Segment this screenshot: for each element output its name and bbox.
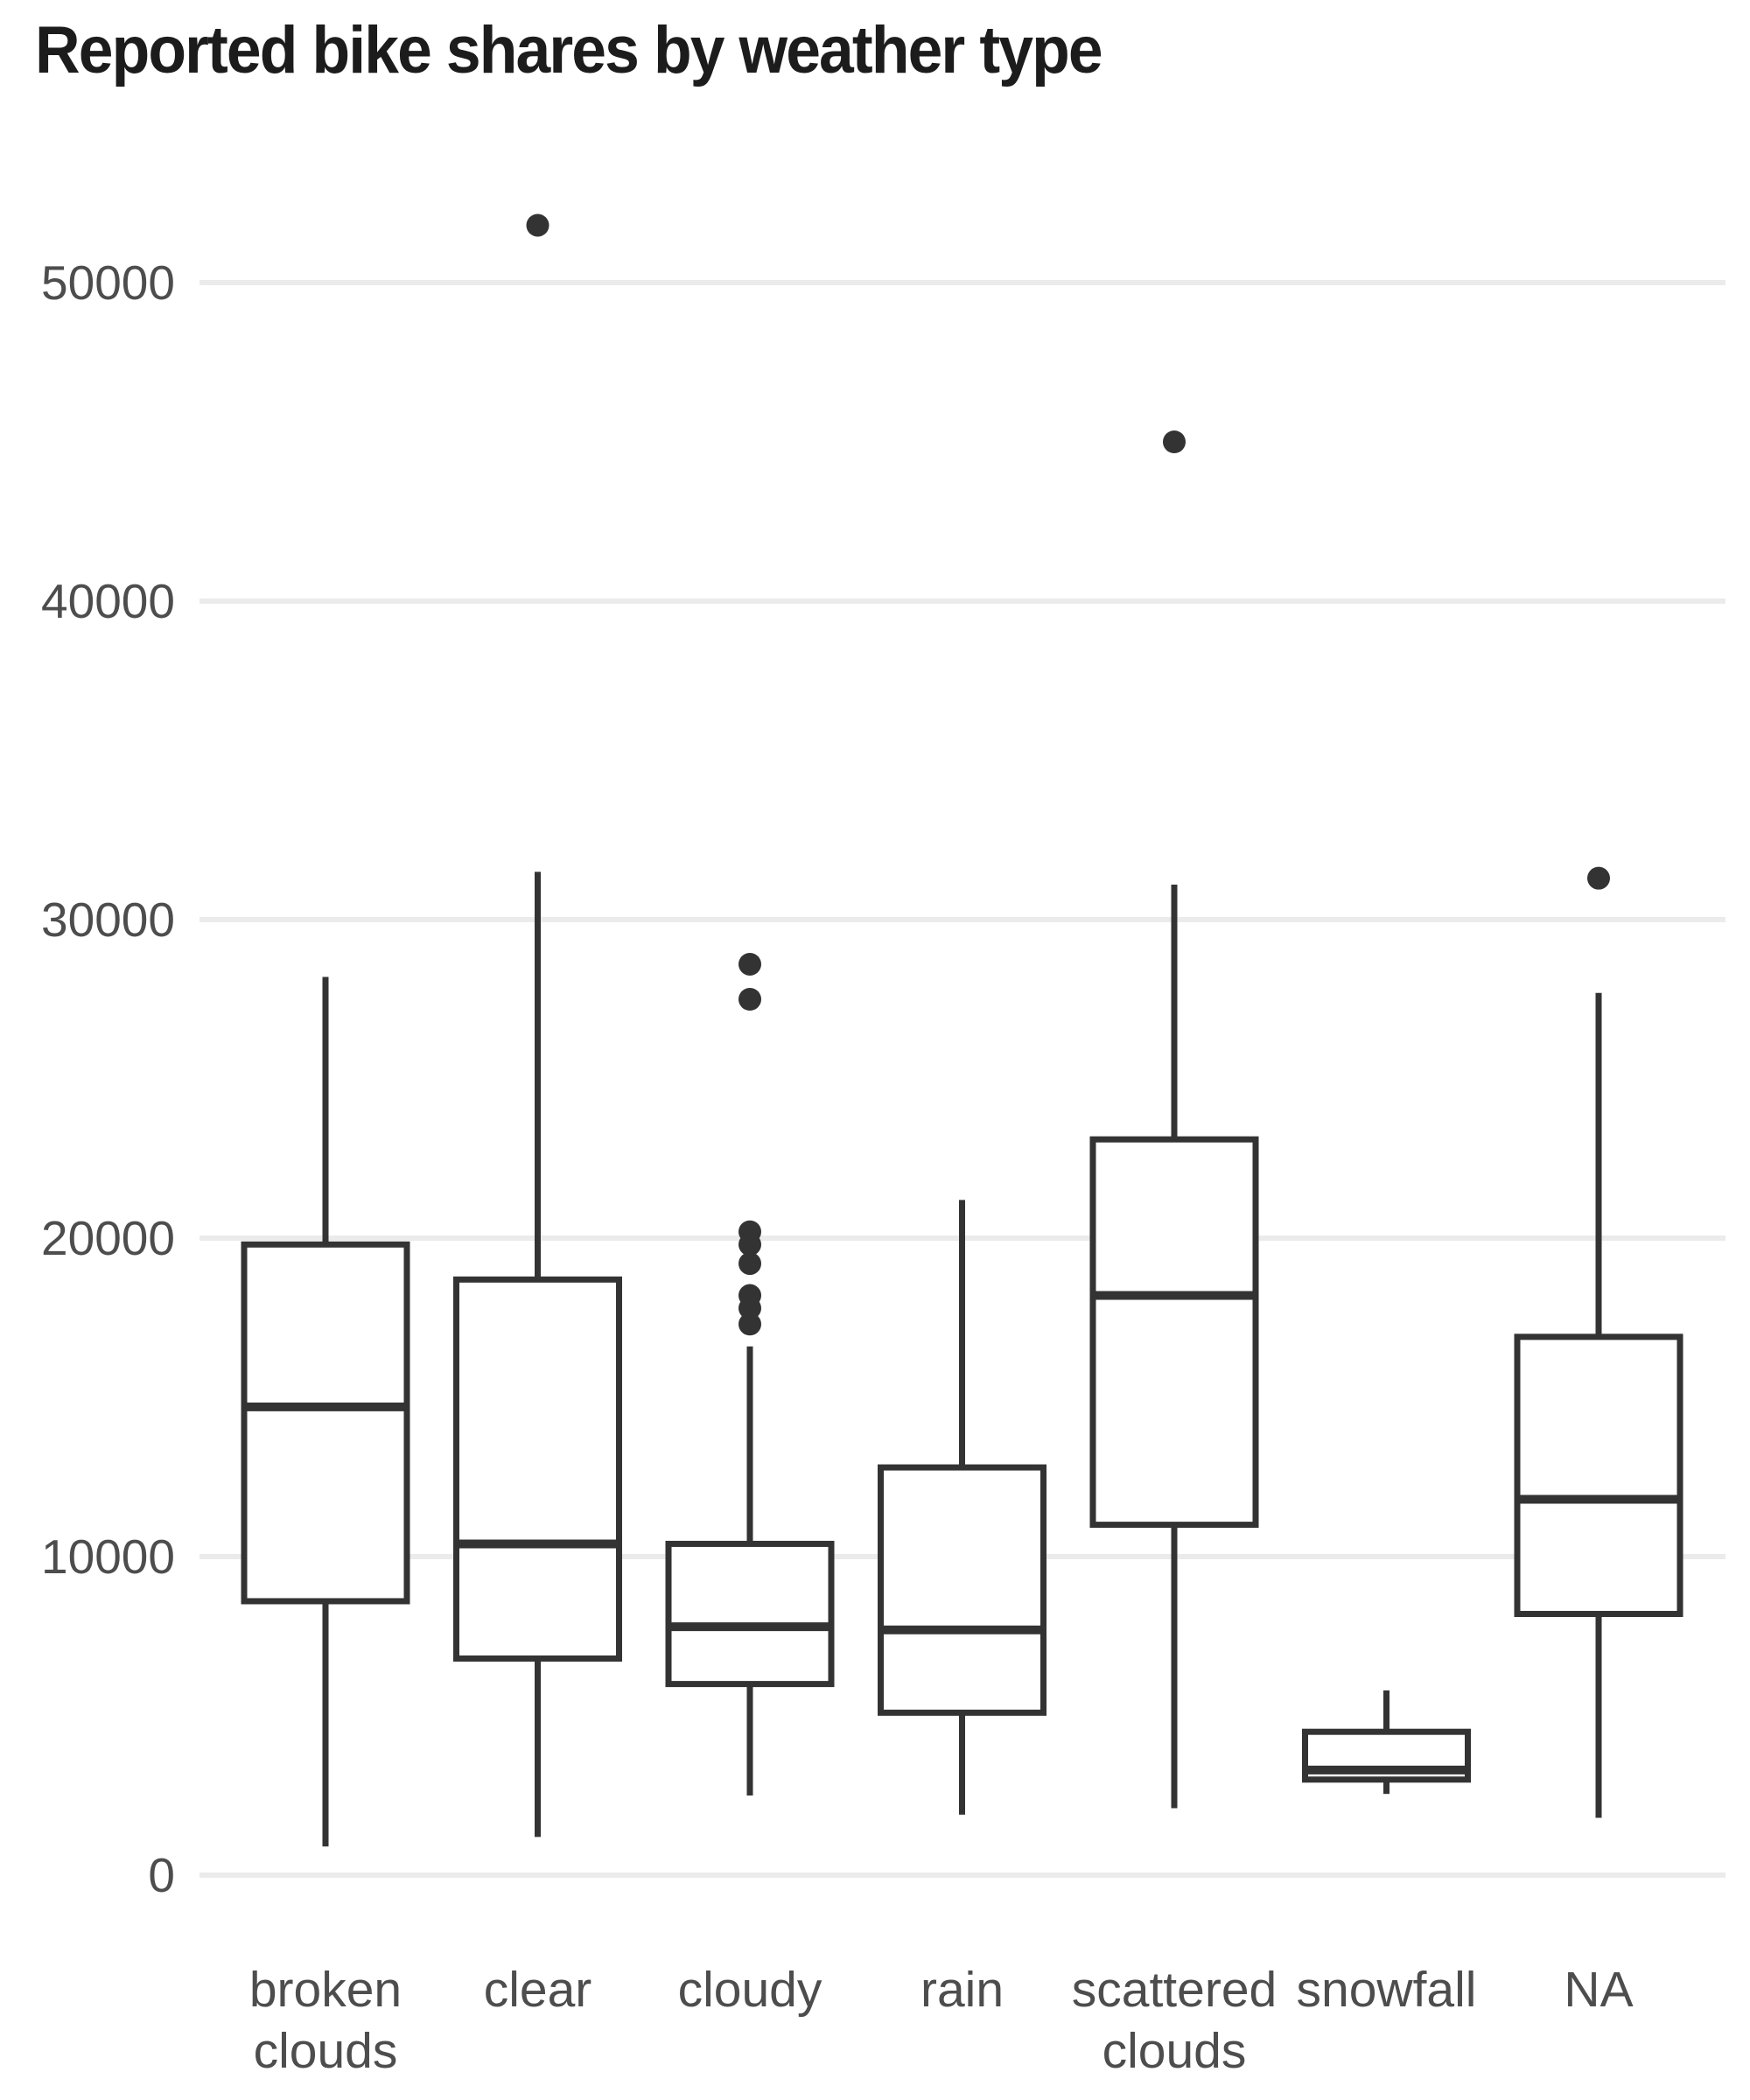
outlier-point	[738, 1252, 761, 1276]
y-tick-label: 30000	[41, 892, 175, 947]
outlier-point	[738, 1312, 761, 1336]
y-tick-label: 0	[148, 1848, 175, 1902]
x-axis-label: clouds	[1102, 2023, 1247, 2079]
y-tick-label: 40000	[41, 574, 175, 628]
x-axis-label: NA	[1564, 1962, 1633, 2018]
x-axis-label: snowfall	[1297, 1962, 1477, 2018]
box-iqr	[241, 1241, 410, 1605]
y-tick-label: 50000	[41, 256, 175, 310]
x-axis-label: scattered	[1072, 1962, 1277, 2018]
box-iqr	[665, 1540, 835, 1688]
x-axis-label: clear	[484, 1962, 592, 2018]
box-iqr	[1514, 1334, 1684, 1618]
outlier-point	[1587, 866, 1610, 890]
outlier-point	[738, 1220, 761, 1243]
outlier-point	[738, 1284, 761, 1307]
outlier-point	[526, 214, 550, 237]
outlier-point	[738, 952, 761, 976]
x-axis-label: rain	[920, 1962, 1004, 2018]
outlier-point	[1163, 430, 1186, 453]
chart-title: Reported bike shares by weather type	[35, 13, 1103, 88]
x-axis-label: cloudy	[678, 1962, 822, 2018]
box-iqr	[1089, 1136, 1259, 1529]
box-iqr	[878, 1464, 1046, 1716]
x-axis-label: clouds	[254, 2023, 398, 2079]
box-iqr	[453, 1276, 622, 1662]
x-axis-label: broken	[249, 1962, 402, 2018]
outlier-point	[738, 988, 761, 1011]
y-tick-label: 10000	[41, 1530, 175, 1584]
y-tick-label: 20000	[41, 1211, 175, 1265]
